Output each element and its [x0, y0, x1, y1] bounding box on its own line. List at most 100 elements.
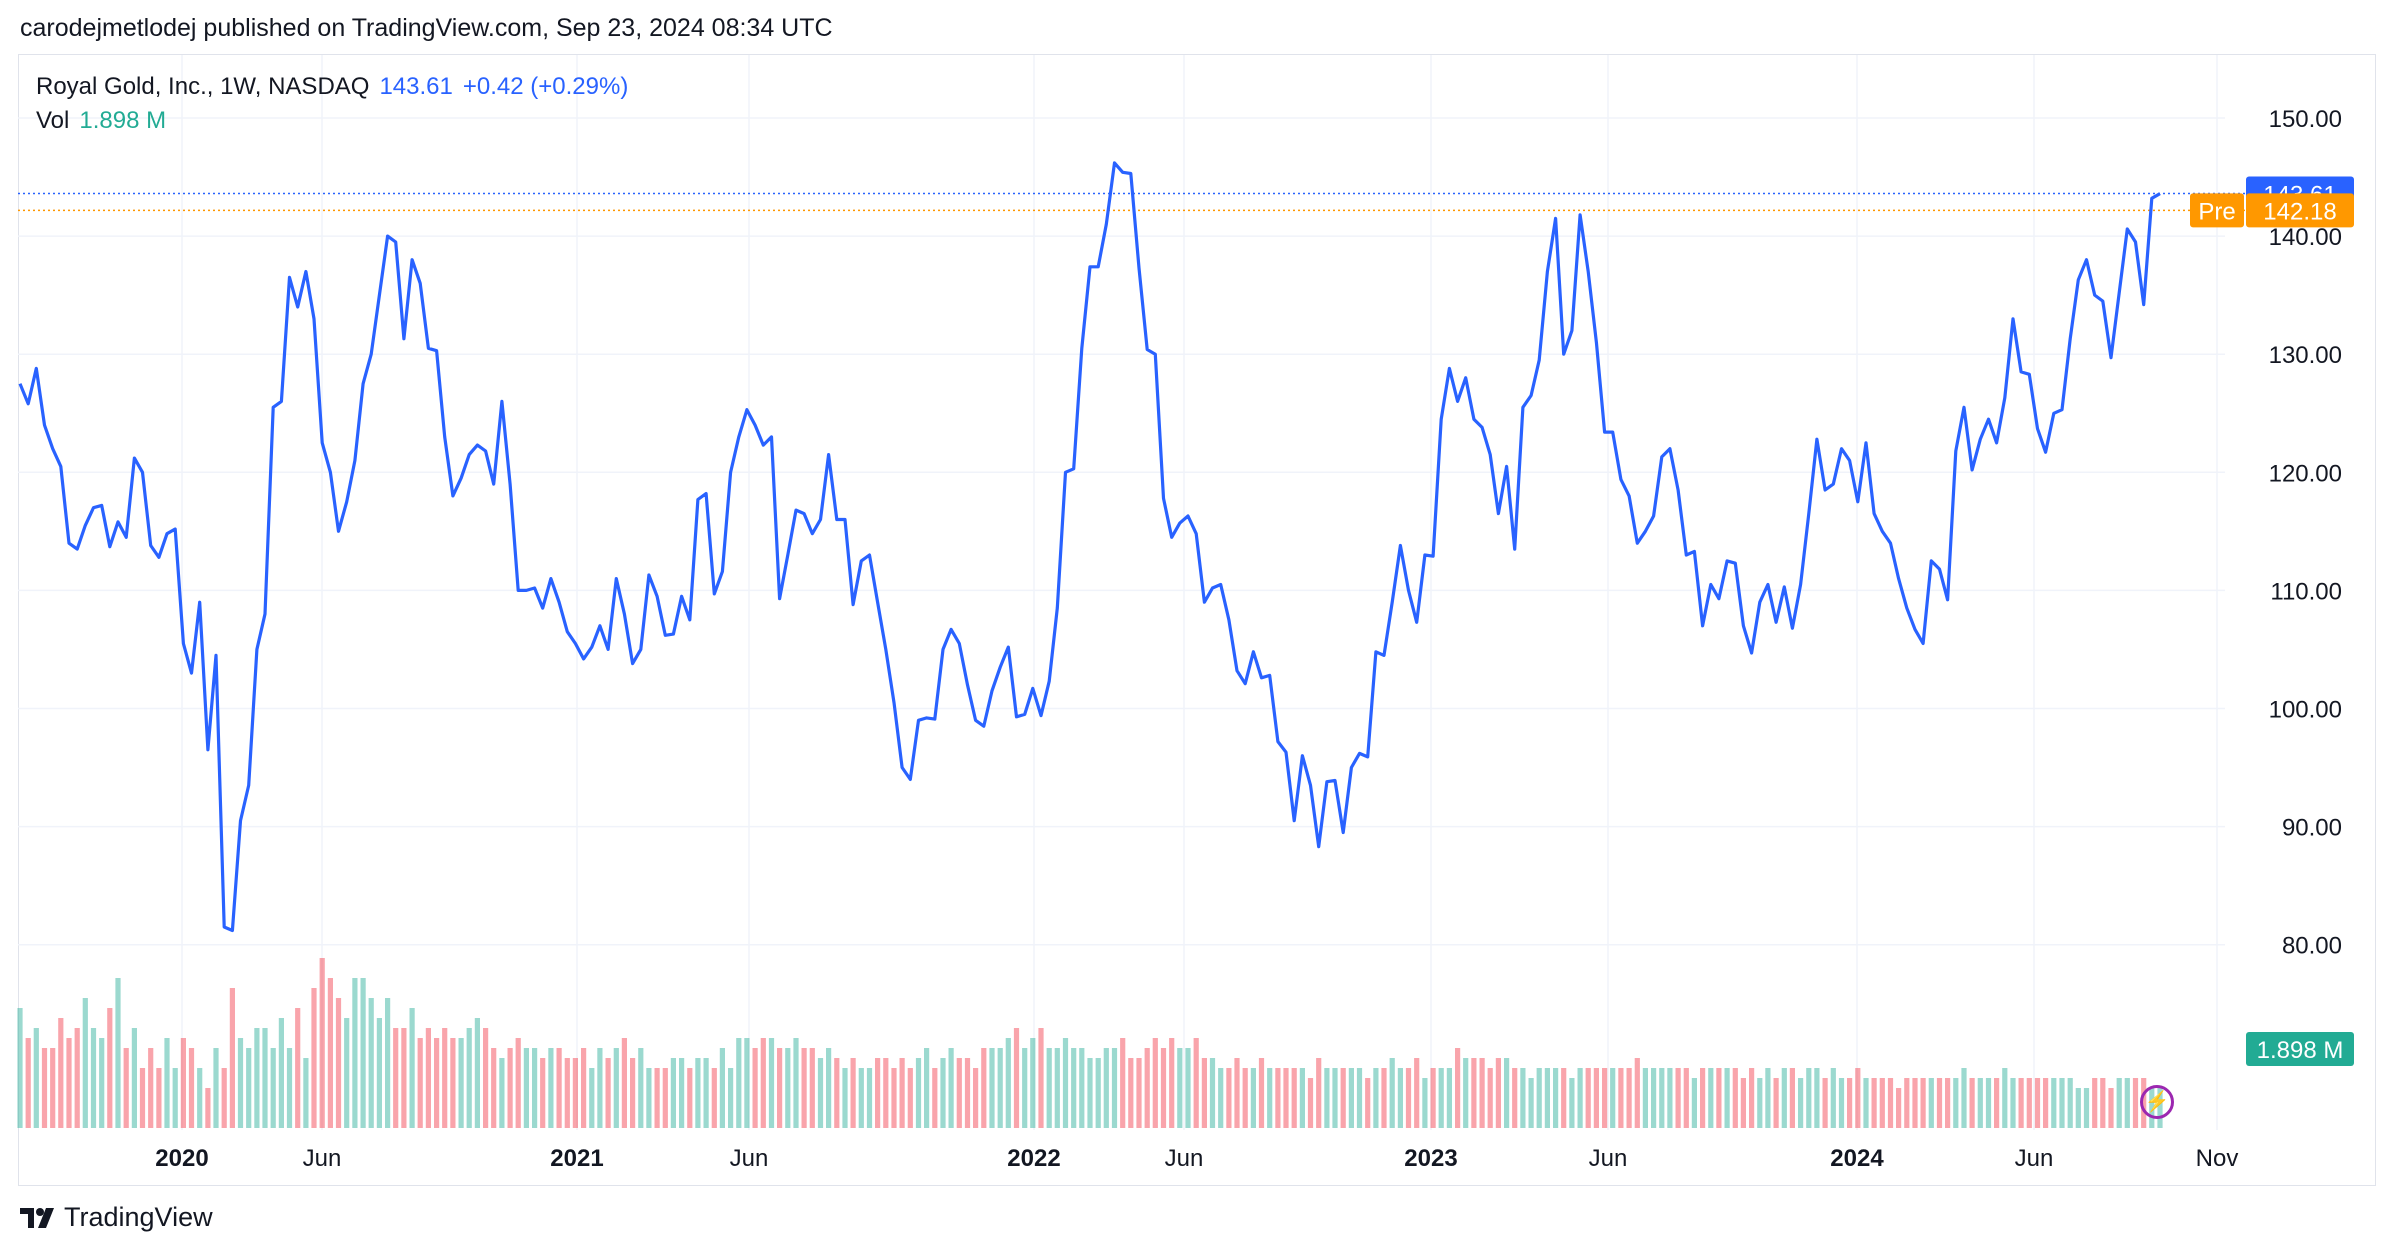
- volume-bar: [1700, 1068, 1706, 1128]
- volume-bar: [1830, 1068, 1836, 1128]
- volume-bar: [1209, 1058, 1216, 1128]
- legend-change: +0.42 (+0.29%): [462, 73, 629, 100]
- volume-bar: [948, 1048, 954, 1128]
- volume-bar: [2075, 1088, 2081, 1128]
- volume-bar: [1985, 1078, 1992, 1128]
- volume-bar: [866, 1068, 873, 1128]
- volume-bar: [1806, 1068, 1812, 1128]
- volume-bar: [148, 1048, 154, 1128]
- volume-bar: [654, 1068, 660, 1128]
- volume-bar: [1046, 1048, 1052, 1128]
- volume-bar: [1610, 1068, 1616, 1128]
- volume-bar: [826, 1048, 832, 1128]
- y-tick-label: 100.00: [2269, 697, 2342, 724]
- volume-bar: [368, 998, 374, 1128]
- volume-bar: [139, 1068, 146, 1128]
- volume-bar: [744, 1038, 750, 1128]
- volume-bar: [1708, 1068, 1714, 1128]
- volume-bar: [1389, 1058, 1395, 1128]
- volume-bar: [376, 1018, 382, 1128]
- volume-bar: [90, 1028, 97, 1128]
- volume-bar: [303, 1058, 309, 1128]
- price-badges: 143.61Pre142.181.898 M: [2190, 176, 2354, 1066]
- volume-bars: [17, 958, 2163, 1128]
- tradingview-logo-icon: [20, 1207, 54, 1228]
- volume-bar: [1520, 1068, 1526, 1128]
- chart-frame[interactable]: [18, 54, 2376, 1186]
- volume-bar: [1920, 1078, 1926, 1128]
- volume-bar: [221, 1068, 227, 1128]
- volume-bar: [687, 1068, 693, 1128]
- volume-bar: [2116, 1078, 2122, 1128]
- volume-bar: [1683, 1068, 1689, 1128]
- volume-bar: [597, 1048, 603, 1128]
- x-tick-label: 2023: [1404, 1145, 1457, 1172]
- volume-bar: [2083, 1088, 2090, 1128]
- volume-bar: [1675, 1068, 1681, 1128]
- volume-bar: [1324, 1068, 1330, 1128]
- lightning-icon[interactable]: ⚡: [2140, 1085, 2174, 1119]
- volume-bar: [417, 1038, 423, 1128]
- volume-bar: [1455, 1048, 1461, 1128]
- volume-bar: [180, 1038, 186, 1128]
- volume-value: 1.898 M: [79, 107, 167, 134]
- pre-price-badge-text: 142.18: [2263, 198, 2336, 225]
- volume-bar: [82, 998, 88, 1128]
- volume-bar: [883, 1058, 889, 1128]
- volume-bar: [817, 1058, 824, 1128]
- volume-bar: [1593, 1068, 1599, 1128]
- volume-bar: [1618, 1068, 1624, 1128]
- volume-bar: [1446, 1068, 1452, 1128]
- volume-bar: [1544, 1068, 1550, 1128]
- volume-bar: [662, 1068, 668, 1128]
- volume-bar: [1863, 1078, 1869, 1128]
- footer-brand[interactable]: TradingView: [20, 1202, 213, 1233]
- volume-bar: [1234, 1058, 1240, 1128]
- volume-bar: [2124, 1078, 2130, 1128]
- volume-bar: [973, 1068, 979, 1128]
- volume-bar: [213, 1048, 219, 1128]
- volume-bar: [695, 1058, 701, 1128]
- volume-bar: [1749, 1068, 1755, 1128]
- volume-bar: [581, 1048, 587, 1128]
- volume-bar: [327, 978, 333, 1128]
- volume-bar: [1504, 1058, 1510, 1128]
- volume-bar: [532, 1048, 538, 1128]
- volume-bar: [646, 1068, 652, 1128]
- volume-bar: [25, 1038, 31, 1128]
- symbol-name: Royal Gold, Inc., 1W, NASDAQ: [36, 73, 370, 100]
- volume-bar: [1430, 1068, 1436, 1128]
- volume-bar: [809, 1048, 815, 1128]
- volume-bar: [1994, 1078, 2000, 1128]
- volume-bar: [74, 1028, 80, 1128]
- volume-bar: [401, 1028, 407, 1128]
- x-tick-label: Jun: [730, 1145, 769, 1172]
- volume-bar: [1177, 1048, 1183, 1128]
- volume-bar: [1030, 1038, 1036, 1128]
- volume-bar: [1038, 1028, 1044, 1128]
- volume-bar: [1634, 1058, 1640, 1128]
- volume-bar: [1757, 1078, 1763, 1128]
- volume-bar: [1365, 1078, 1371, 1128]
- volume-bar: [1814, 1068, 1820, 1128]
- volume-bar: [33, 1028, 39, 1128]
- volume-bar: [2018, 1078, 2024, 1128]
- volume-bar: [278, 1018, 284, 1128]
- pre-label-badge-box: [2190, 193, 2244, 228]
- volume-bar: [229, 988, 235, 1128]
- volume-bar: [1283, 1068, 1289, 1128]
- volume-bar: [1348, 1068, 1354, 1128]
- chart-legend: Royal Gold, Inc., 1W, NASDAQ 143.61 +0.42 …: [36, 70, 628, 138]
- y-tick-label: 90.00: [2282, 815, 2342, 842]
- volume-bar: [295, 1008, 301, 1128]
- volume-bar: [858, 1068, 864, 1128]
- volume-bar: [540, 1058, 546, 1128]
- volume-bar: [1397, 1068, 1403, 1128]
- volume-bar: [1879, 1078, 1885, 1128]
- volume-bar: [1642, 1068, 1648, 1128]
- volume-bar: [1724, 1068, 1730, 1128]
- volume-bar: [1242, 1068, 1248, 1128]
- volume-bar: [1316, 1058, 1322, 1128]
- volume-bar: [1267, 1068, 1273, 1128]
